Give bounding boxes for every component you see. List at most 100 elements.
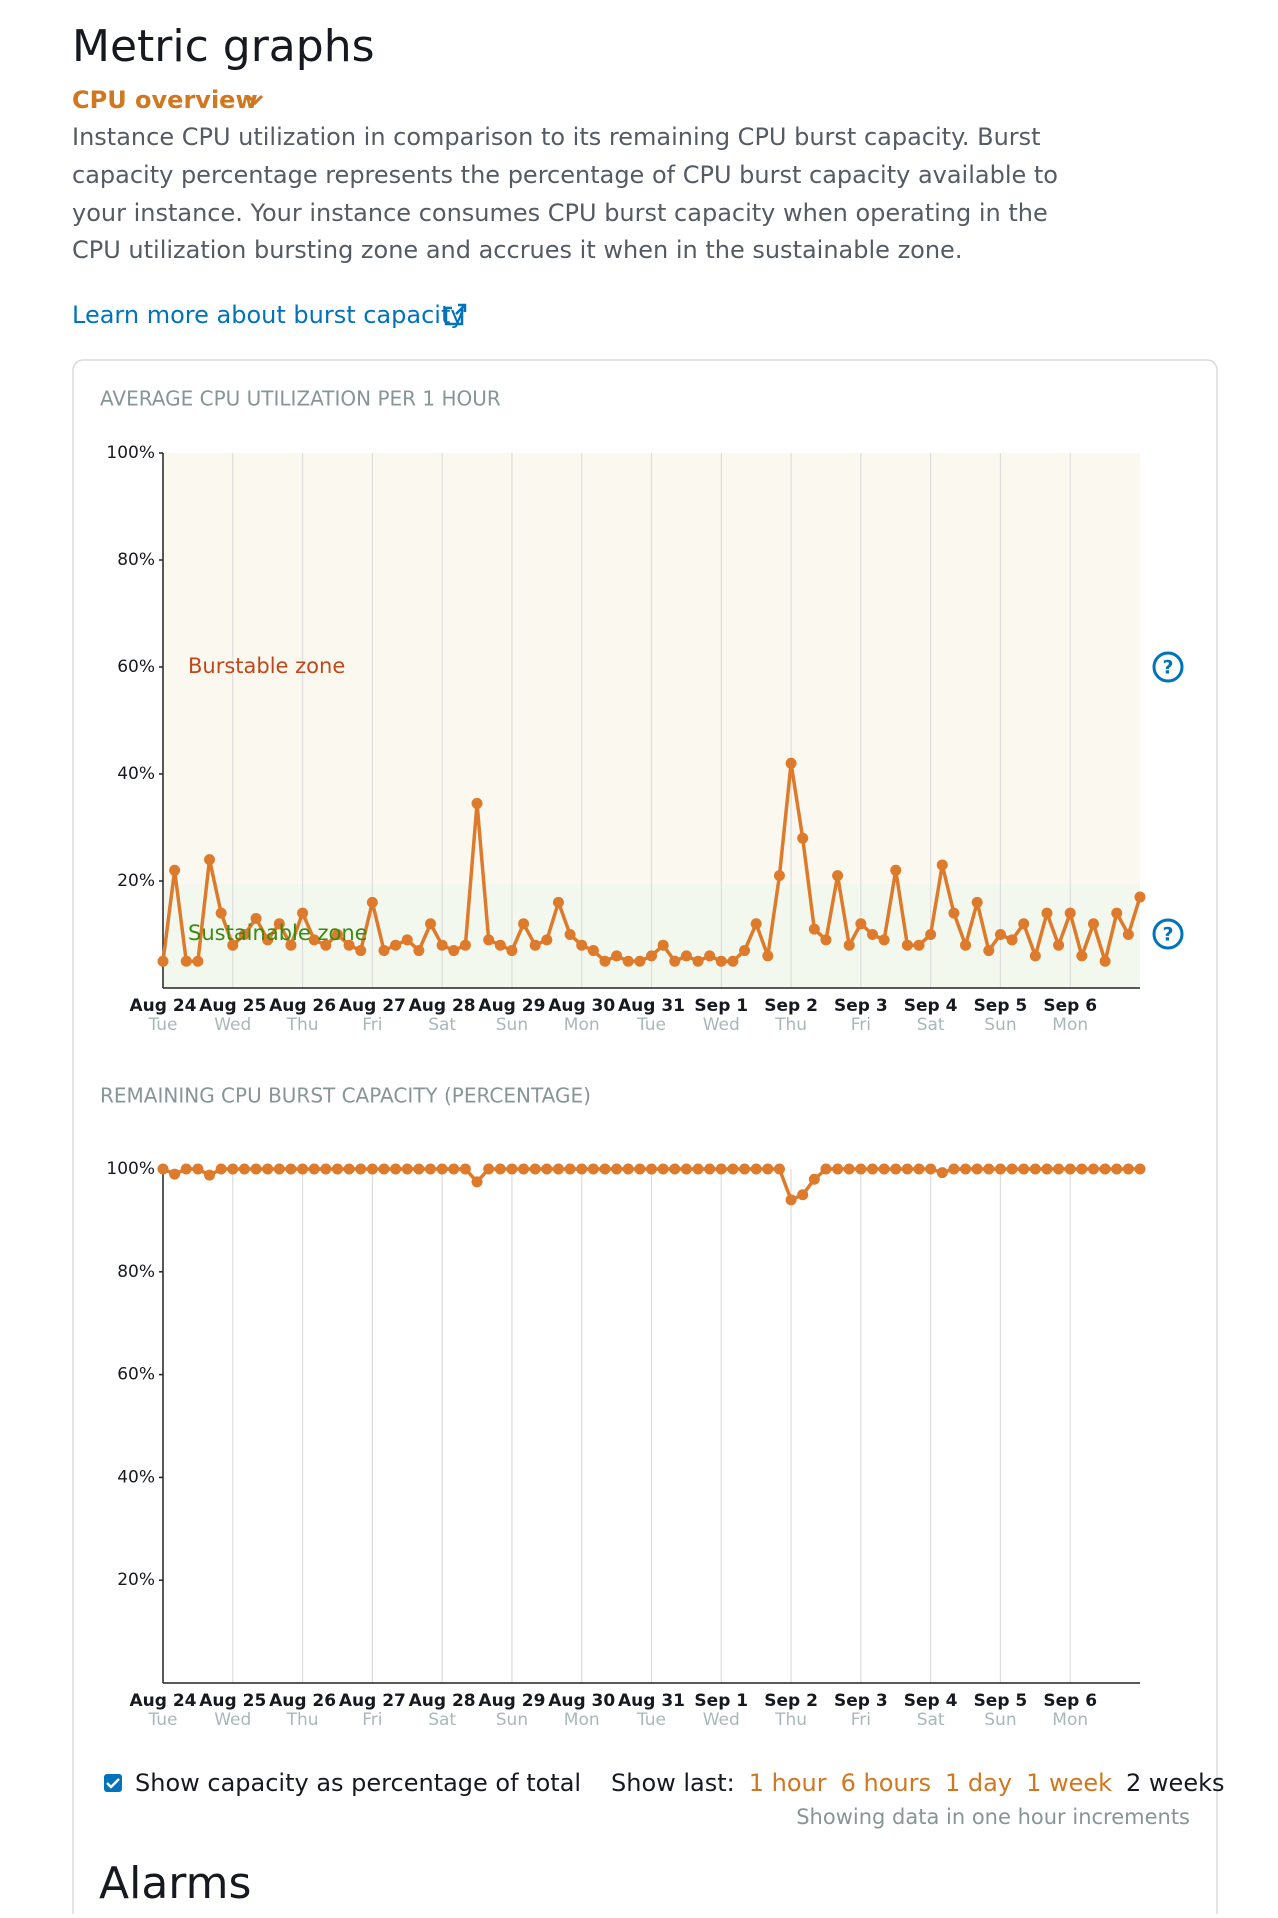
x-tick-label: Sep 6 bbox=[1043, 996, 1097, 1016]
x-tick-label: Sep 1 bbox=[694, 996, 748, 1016]
data-point bbox=[646, 950, 657, 962]
range-selected: 2 weeks bbox=[1126, 1769, 1224, 1797]
data-point bbox=[587, 945, 599, 957]
data-point bbox=[762, 1163, 774, 1175]
x-tick-day: Sun bbox=[496, 1015, 528, 1035]
data-point bbox=[390, 1163, 402, 1175]
x-tick-label: Aug 30 bbox=[548, 1691, 615, 1711]
x-tick-label: Sep 1 bbox=[694, 1691, 748, 1711]
data-point bbox=[994, 1163, 1006, 1175]
y-tick-label: 80% bbox=[117, 1262, 155, 1282]
data-point bbox=[471, 797, 483, 809]
x-tick-label: Sep 4 bbox=[904, 1691, 958, 1711]
data-point bbox=[983, 1163, 995, 1175]
data-point bbox=[762, 950, 774, 962]
data-point bbox=[192, 1163, 204, 1175]
data-point bbox=[646, 1163, 657, 1175]
data-point bbox=[890, 864, 902, 876]
data-point bbox=[1018, 1163, 1030, 1175]
data-point bbox=[971, 1163, 983, 1175]
checkbox-label[interactable]: Show capacity as percentage of total bbox=[135, 1769, 581, 1797]
range-option[interactable]: 1 week bbox=[1026, 1769, 1112, 1797]
data-point bbox=[355, 945, 367, 957]
data-point bbox=[297, 1163, 309, 1175]
data-point bbox=[238, 929, 250, 940]
data-point bbox=[448, 945, 460, 957]
x-tick-label: Sep 2 bbox=[764, 996, 818, 1016]
data-point bbox=[390, 939, 402, 951]
data-point bbox=[227, 1163, 239, 1175]
range-option[interactable]: 1 hour bbox=[749, 1769, 827, 1797]
data-point bbox=[529, 1163, 541, 1175]
x-tick-day: Sat bbox=[917, 1015, 945, 1035]
range-option[interactable]: 1 day bbox=[945, 1769, 1012, 1797]
data-point bbox=[576, 939, 588, 951]
data-point bbox=[250, 912, 262, 924]
data-point bbox=[459, 1163, 471, 1175]
x-tick-day: Sun bbox=[984, 1710, 1016, 1730]
chart-title: REMAINING CPU BURST CAPACITY (PERCENTAGE… bbox=[100, 1084, 591, 1108]
x-tick-day: Sat bbox=[917, 1710, 945, 1730]
checkbox[interactable] bbox=[104, 1774, 122, 1792]
x-tick-day: Fri bbox=[851, 1015, 871, 1035]
data-point bbox=[180, 1163, 192, 1175]
y-tick-label: 60% bbox=[117, 1365, 155, 1385]
data-point bbox=[518, 918, 530, 930]
x-tick-day: Mon bbox=[564, 1710, 600, 1730]
data-point bbox=[157, 955, 169, 967]
x-tick-day: Wed bbox=[214, 1015, 251, 1035]
learn-more-link[interactable]: Learn more about burst capacity bbox=[72, 301, 465, 329]
zone-label: Burstable zone bbox=[188, 654, 345, 678]
data-point bbox=[459, 939, 471, 951]
data-point bbox=[1006, 934, 1018, 946]
data-point bbox=[378, 1163, 390, 1175]
data-point bbox=[1053, 939, 1065, 951]
data-point bbox=[552, 1163, 564, 1175]
x-tick-day: Wed bbox=[214, 1710, 251, 1730]
data-point bbox=[401, 1163, 413, 1175]
description-line: your instance. Your instance consumes CP… bbox=[72, 199, 1048, 227]
data-point bbox=[413, 1163, 425, 1175]
data-point bbox=[901, 1163, 913, 1175]
help-icon[interactable]: ? bbox=[1152, 651, 1184, 683]
data-point bbox=[680, 1163, 692, 1175]
data-point bbox=[587, 1163, 599, 1175]
data-point bbox=[564, 929, 576, 940]
data-point bbox=[297, 907, 309, 919]
data-point bbox=[366, 1163, 378, 1175]
data-point bbox=[355, 1163, 367, 1175]
data-point bbox=[634, 955, 646, 967]
range-option[interactable]: 6 hours bbox=[841, 1769, 931, 1797]
section-toggle[interactable]: CPU overview bbox=[72, 86, 258, 114]
x-tick-label: Sep 2 bbox=[764, 1691, 818, 1711]
y-tick-label: 20% bbox=[117, 1570, 155, 1590]
data-point bbox=[552, 896, 564, 908]
data-point bbox=[494, 1163, 506, 1175]
data-point bbox=[866, 1163, 878, 1175]
zone-label: Sustainable zone bbox=[188, 921, 368, 945]
data-point bbox=[518, 1163, 530, 1175]
x-tick-day: Sat bbox=[428, 1015, 456, 1035]
data-point bbox=[1053, 1163, 1065, 1175]
x-tick-day: Tue bbox=[147, 1710, 177, 1730]
external-icon bbox=[444, 303, 467, 326]
x-tick-day: Thu bbox=[286, 1015, 319, 1035]
help-icon[interactable]: ? bbox=[1152, 918, 1184, 950]
data-point bbox=[936, 1167, 948, 1179]
description-line: capacity percentage represents the perce… bbox=[72, 161, 1058, 189]
data-point bbox=[1134, 891, 1146, 903]
data-point bbox=[820, 934, 832, 946]
data-point bbox=[366, 896, 378, 908]
svg-text:?: ? bbox=[1162, 657, 1173, 679]
y-tick-label: 60% bbox=[117, 657, 155, 677]
data-point bbox=[715, 955, 727, 967]
data-point bbox=[262, 934, 274, 946]
x-tick-day: Thu bbox=[286, 1710, 319, 1730]
data-point bbox=[1099, 955, 1111, 967]
x-tick-label: Aug 26 bbox=[269, 1691, 336, 1711]
data-point bbox=[1099, 1163, 1111, 1175]
data-point bbox=[157, 1163, 169, 1175]
section-title: Alarms bbox=[99, 1858, 251, 1909]
data-point bbox=[343, 1163, 355, 1175]
